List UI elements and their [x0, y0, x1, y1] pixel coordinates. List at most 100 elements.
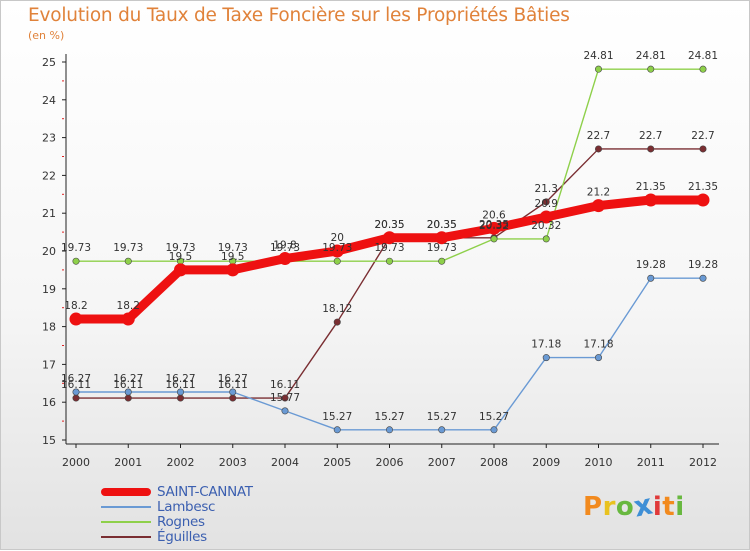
data-label-1: 16.27 — [218, 373, 248, 385]
series-point-0 — [383, 231, 396, 245]
legend-item: SAINT-CANNAT — [101, 485, 321, 500]
data-label-3: 16.11 — [165, 379, 195, 391]
series-point-1 — [438, 426, 446, 434]
x-tick-label: 2008 — [480, 456, 508, 469]
data-label-3: 16.11 — [218, 379, 248, 391]
series-point-0 — [226, 263, 240, 277]
data-label-2: 20.32 — [479, 220, 509, 232]
y-tick-label: 19 — [42, 283, 56, 296]
series-point-0 — [487, 221, 501, 235]
brand-letter: i — [652, 492, 663, 522]
data-label-0: 20.9 — [535, 198, 558, 210]
data-label-3: 22.7 — [691, 130, 714, 142]
series-point-1 — [72, 388, 80, 396]
data-label-2: 19.73 — [218, 242, 248, 254]
series-point-1 — [699, 274, 707, 282]
data-label-1: 17.18 — [583, 339, 613, 351]
data-label-2: 19.73 — [322, 242, 352, 254]
y-tick-label: 21 — [42, 207, 56, 220]
data-label-2: 19.73 — [270, 242, 300, 254]
legend-label: Lambesc — [157, 499, 216, 515]
series-point-2 — [594, 65, 602, 73]
x-tick-label: 2001 — [114, 456, 142, 469]
data-label-1: 19.28 — [636, 259, 666, 271]
series-point-1 — [542, 354, 550, 362]
series-point-3 — [333, 318, 341, 326]
x-tick-label: 2006 — [376, 456, 404, 469]
series-point-1 — [333, 426, 341, 434]
series-point-0 — [121, 312, 135, 326]
series-point-2 — [542, 235, 550, 243]
series-point-3 — [72, 394, 80, 402]
legend-swatch — [101, 536, 151, 538]
y-tick-label: 20 — [42, 245, 56, 258]
data-label-2: 20.32 — [531, 220, 561, 232]
data-label-1: 15.27 — [322, 411, 352, 423]
chart-title: Evolution du Taux de Taxe Foncière sur l… — [28, 5, 570, 26]
data-label-1: 16.27 — [165, 373, 195, 385]
data-label-2: 24.81 — [583, 50, 613, 62]
series-point-0 — [539, 210, 553, 224]
x-tick-label: 2002 — [167, 456, 195, 469]
x-tick-label: 2009 — [532, 456, 560, 469]
legend-label: Rognes — [157, 514, 205, 530]
data-label-2: 19.73 — [374, 242, 404, 254]
brand-letter: o — [615, 492, 635, 522]
series-point-1 — [647, 274, 655, 282]
series-point-0 — [696, 193, 710, 207]
data-label-0: 21.35 — [636, 181, 666, 193]
data-label-1: 15.27 — [427, 411, 457, 423]
data-label-2: 24.81 — [636, 50, 666, 62]
y-tick-label: 22 — [42, 169, 56, 182]
series-point-2 — [72, 257, 80, 265]
legend-label: Éguilles — [157, 529, 207, 545]
chart-legend: SAINT-CANNAT Lambesc Rognes Éguilles — [101, 485, 321, 545]
series-point-2 — [699, 65, 707, 73]
series-point-0 — [174, 263, 187, 277]
series-point-1 — [124, 388, 132, 396]
data-label-3: 18.12 — [322, 303, 352, 315]
data-label-1: 16.27 — [61, 373, 91, 385]
series-point-2 — [647, 65, 655, 73]
data-label-1: 15.77 — [270, 392, 300, 404]
data-label-0: 21.35 — [688, 181, 718, 193]
data-label-1: 16.27 — [113, 373, 143, 385]
series-point-3 — [124, 394, 132, 402]
series-point-1 — [385, 426, 393, 434]
data-label-3: 21.3 — [535, 183, 558, 195]
series-point-3 — [542, 198, 550, 206]
data-label-0: 19.8 — [273, 240, 296, 252]
series-point-0 — [278, 252, 292, 266]
legend-item: Éguilles — [101, 530, 321, 545]
brand-letter: t — [662, 492, 676, 522]
series-point-1 — [594, 354, 602, 362]
brand-letter: i — [675, 492, 685, 522]
x-tick-label: 2007 — [428, 456, 456, 469]
series-point-1 — [281, 407, 289, 415]
data-label-0: 19.5 — [169, 251, 192, 263]
data-label-1: 17.18 — [531, 339, 561, 351]
data-label-0: 20 — [331, 232, 344, 244]
data-label-3: 20.35 — [374, 219, 404, 231]
x-tick-label: 2004 — [271, 456, 299, 469]
x-tick-label: 2010 — [585, 456, 613, 469]
brand-logo: Proxiti — [583, 487, 685, 523]
y-tick-label: 25 — [42, 56, 56, 69]
y-tick-label: 24 — [42, 94, 56, 107]
x-tick-label: 2000 — [62, 456, 90, 469]
data-label-0: 21.2 — [587, 187, 610, 199]
y-tick-label: 18 — [42, 321, 56, 334]
data-label-3: 20.35 — [479, 219, 509, 231]
y-tick-label: 16 — [42, 396, 56, 409]
data-label-1: 19.28 — [688, 259, 718, 271]
series-line-1 — [75, 277, 704, 431]
data-label-0: 20.35 — [427, 219, 457, 231]
series-point-0 — [330, 244, 344, 258]
data-label-0: 19.5 — [221, 251, 244, 263]
x-tick-label: 2011 — [637, 456, 665, 469]
series-point-0 — [644, 193, 658, 207]
x-tick-label: 2012 — [689, 456, 717, 469]
legend-swatch — [101, 506, 151, 508]
